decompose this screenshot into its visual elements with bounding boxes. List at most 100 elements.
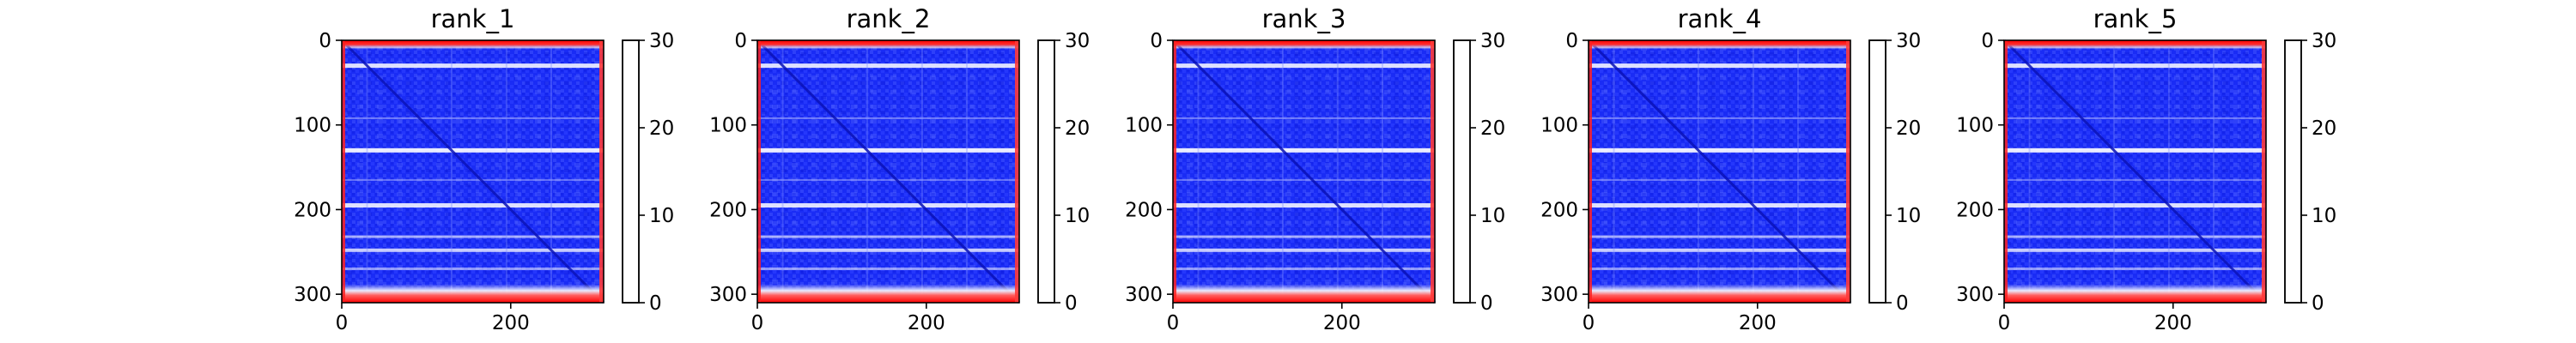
- heatmap-stripe: [2004, 147, 2266, 153]
- heatmap-vstripe: [1797, 40, 1799, 303]
- x-tick-label: 0: [1998, 312, 2011, 334]
- heatmap-diagonal: [1171, 39, 1437, 304]
- heatmap-stripe: [342, 202, 604, 208]
- heatmap-vstripe: [966, 40, 968, 303]
- colorbar-frame: [1868, 39, 1886, 304]
- colorbar-frame: [2284, 39, 2302, 304]
- y-tick-label: 0: [1565, 30, 1578, 52]
- heatmap-vstripe: [1281, 40, 1284, 303]
- heatmap-stripe: [1589, 63, 1850, 69]
- panel-title: rank_5: [2093, 4, 2178, 33]
- heatmap-vstripe: [1752, 40, 1754, 303]
- colorbar-tick-label: 30: [649, 30, 674, 52]
- colorbar: 0 10 20 30: [1037, 30, 1090, 315]
- heatmap-vstripe: [450, 40, 453, 303]
- y-tick-label: 200: [709, 199, 747, 221]
- heatmap-diagonal: [1587, 39, 1852, 304]
- colorbar-gradient: [1453, 39, 1471, 304]
- heatmap-bottom-band: [1589, 284, 1850, 303]
- y-tick-label: 200: [294, 199, 331, 221]
- heatmap-vstripe: [1697, 40, 1699, 303]
- heatmap-stripe: [342, 248, 604, 252]
- x-tick-label: 200: [1739, 312, 1777, 334]
- y-tick-label: 0: [1981, 30, 1994, 52]
- heatmap-stripe: [1589, 235, 1850, 238]
- x-tick-label: 0: [336, 312, 349, 334]
- heatmap-stripe: [757, 268, 1019, 271]
- colorbar: 0 10 20 30: [1453, 30, 1505, 315]
- heatmap-stripe: [1173, 117, 1435, 119]
- colorbar-tick-label: 20: [1896, 117, 1921, 140]
- heatmap-right-edge: [1431, 40, 1435, 303]
- heatmap-right-edge: [599, 40, 604, 303]
- heatmap-top-band: [1173, 40, 1435, 49]
- colorbar-tick-label: 0: [649, 292, 662, 315]
- heatmap-left-edge: [1173, 40, 1176, 303]
- panel-title: rank_4: [1678, 4, 1762, 33]
- colorbar-frame: [622, 39, 640, 304]
- heatmap-vstripe: [1336, 40, 1339, 303]
- colorbar-tick-label: 30: [1065, 30, 1090, 52]
- heatmap-vstripe: [781, 40, 784, 303]
- y-tick-label: 200: [1956, 199, 1994, 221]
- x-tick-label: 0: [1583, 312, 1595, 334]
- heatmap-bottom-band: [757, 284, 1019, 303]
- heatmap-left-edge: [2004, 40, 2008, 303]
- y-tick-label: 300: [1125, 284, 1163, 306]
- y-tick-label: 0: [1150, 30, 1163, 52]
- colorbar-tick-label: 0: [1480, 292, 1493, 315]
- heatmap-stripe: [1173, 248, 1435, 252]
- colorbar-tick-label: 10: [1480, 205, 1505, 227]
- heatmap-vstripe: [2112, 40, 2115, 303]
- heatmap-stripe: [1589, 147, 1850, 153]
- heatmap-top-band: [342, 40, 604, 49]
- colorbar-gradient: [2284, 39, 2302, 304]
- colorbar-tick-label: 0: [1896, 292, 1909, 315]
- y-tick-label: 300: [1956, 284, 1994, 306]
- x-tick-label: 200: [1323, 312, 1361, 334]
- heatmap-vstripe: [866, 40, 868, 303]
- colorbar-tick-label: 0: [2312, 292, 2324, 315]
- heatmap-top-band: [757, 40, 1019, 49]
- colorbar-tick-label: 10: [1896, 205, 1921, 227]
- colorbar-tick-label: 30: [1896, 30, 1921, 52]
- colorbar-gradient: [1868, 39, 1886, 304]
- colorbar-frame: [1453, 39, 1471, 304]
- heatmap-stripe: [342, 117, 604, 119]
- y-tick-label: 0: [734, 30, 747, 52]
- heatmap-vstripe: [1197, 40, 1200, 303]
- heatmap-vstripe: [1613, 40, 1615, 303]
- heatmap-right-edge: [1846, 40, 1850, 303]
- heatmap-stripe: [342, 63, 604, 69]
- heatmap-top-band: [1589, 40, 1850, 49]
- heatmap-image: [756, 39, 1021, 304]
- y-tick-label: 300: [1540, 284, 1578, 306]
- heatmap-left-edge: [342, 40, 345, 303]
- heatmap-vstripe: [505, 40, 507, 303]
- heatmap-stripe: [342, 268, 604, 271]
- plot-frame: [1172, 39, 1436, 304]
- heatmap-stripe: [1173, 235, 1435, 238]
- plot-frame: [756, 39, 1020, 304]
- heatmap-stripe: [2004, 178, 2266, 181]
- colorbar-frame: [1037, 39, 1055, 304]
- panel-title: rank_1: [431, 4, 515, 33]
- heatmap-vstripe: [2028, 40, 2031, 303]
- heatmap-stripe: [1173, 147, 1435, 153]
- heatmap-vstripe: [550, 40, 552, 303]
- heatmap-stripe: [1173, 268, 1435, 271]
- heatmap-stripe: [757, 147, 1019, 153]
- heatmap-stripe: [2004, 117, 2266, 119]
- plot-frame: [1588, 39, 1851, 304]
- heatmap-image: [1587, 39, 1852, 304]
- heatmap-image: [1171, 39, 1437, 304]
- colorbar-gradient: [622, 39, 640, 304]
- colorbar: 0 10 20 30: [1868, 30, 1921, 315]
- heatmap-stripe: [757, 117, 1019, 119]
- heatmap-stripe: [1589, 117, 1850, 119]
- heatmap-stripe: [2004, 63, 2266, 69]
